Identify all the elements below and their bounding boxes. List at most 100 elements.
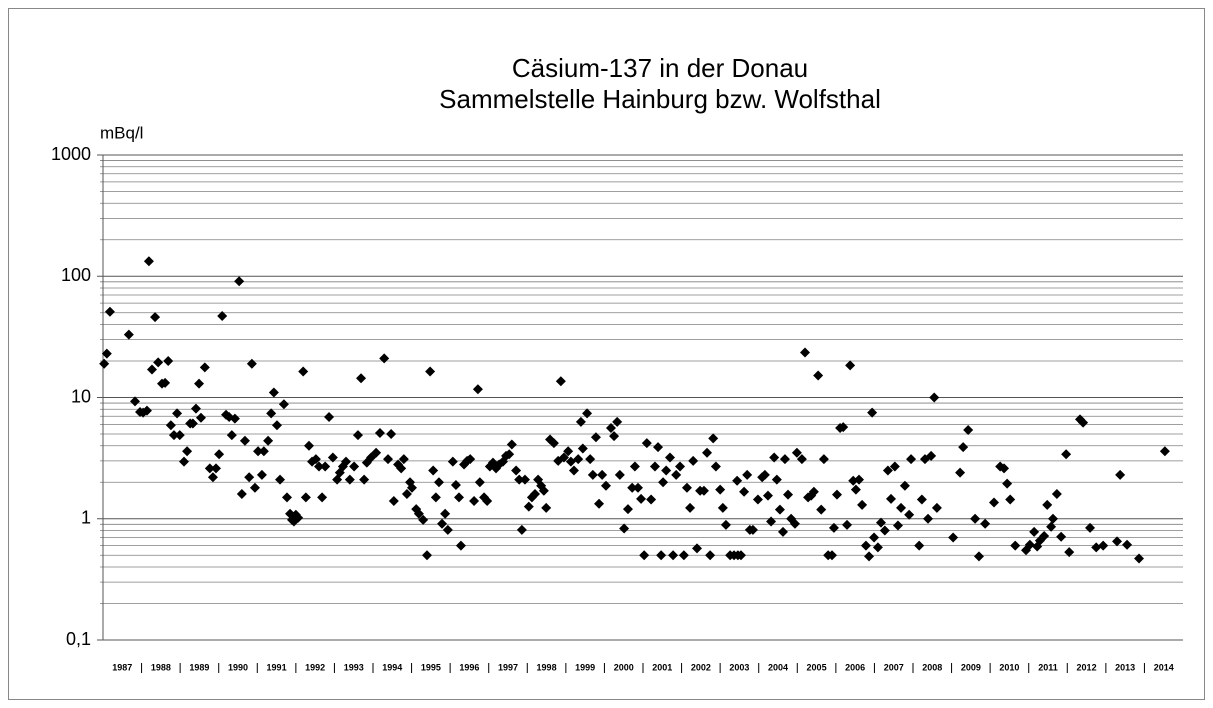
data-point [609, 431, 620, 442]
data-point [622, 504, 633, 515]
data-point [766, 516, 777, 527]
data-point [838, 422, 849, 433]
data-point [632, 482, 643, 493]
data-point [1029, 526, 1040, 537]
x-tick-label: 1987 [112, 662, 132, 672]
data-point [778, 526, 789, 537]
data-point [214, 449, 225, 460]
data-point [661, 465, 672, 476]
data-point [575, 416, 586, 427]
data-point [437, 518, 448, 529]
data-point [298, 366, 309, 377]
data-point [425, 366, 436, 377]
data-point [685, 502, 696, 513]
data-point [374, 427, 385, 438]
data-point [816, 504, 827, 515]
data-point [577, 443, 588, 454]
data-point [926, 450, 937, 461]
data-point [168, 430, 179, 441]
data-point [388, 496, 399, 507]
data-point [1005, 494, 1016, 505]
data-point [929, 392, 940, 403]
data-point [717, 502, 728, 513]
data-point [454, 492, 465, 503]
y-tick-label: 1000 [51, 144, 91, 164]
data-point [271, 420, 282, 431]
x-tick-label: 2005 [807, 662, 827, 672]
x-tick-label: 2008 [922, 662, 942, 672]
data-point [356, 373, 367, 384]
data-point [211, 463, 222, 474]
y-axis-label: mBq/l [100, 123, 143, 142]
data-point [771, 474, 782, 485]
data-point [678, 550, 689, 561]
data-point [1078, 417, 1089, 428]
data-point [236, 489, 247, 500]
data-point [774, 504, 785, 515]
chart-title: Cäsium-137 in der Donau [512, 53, 808, 83]
x-tick-label: 1996 [459, 662, 479, 672]
data-point [1051, 489, 1062, 500]
data-point [401, 489, 412, 500]
data-point [258, 446, 269, 457]
data-point [872, 542, 883, 553]
data-point [783, 489, 794, 500]
data-point [875, 517, 886, 528]
data-point [1091, 542, 1102, 553]
data-point [352, 430, 363, 441]
data-point [413, 508, 424, 519]
data-point [504, 449, 515, 460]
data-point [906, 454, 917, 465]
data-point [762, 490, 773, 501]
data-point [869, 532, 880, 543]
data-point [541, 502, 552, 513]
data-point [256, 469, 267, 480]
data-point [1002, 478, 1013, 489]
x-tick-label: 2014 [1154, 662, 1174, 672]
data-point [300, 492, 311, 503]
data-point [433, 477, 444, 488]
data-point [759, 469, 770, 480]
data-point [165, 420, 176, 431]
data-point [668, 550, 679, 561]
data-point [187, 418, 198, 429]
x-tick-label: 1992 [305, 662, 325, 672]
chart-subtitle: Sammelstelle Hainburg bzw. Wolfsthal [439, 84, 881, 114]
x-tick-label: 1995 [421, 662, 441, 672]
data-point [1039, 531, 1050, 542]
data-point [1134, 553, 1145, 564]
data-point [860, 540, 871, 551]
data-point [886, 493, 897, 504]
data-point [587, 469, 598, 480]
data-point [708, 433, 719, 444]
data-point [327, 452, 338, 463]
data-point [317, 492, 328, 503]
data-point [130, 396, 141, 407]
data-point [892, 520, 903, 531]
data-point [519, 474, 530, 485]
data-point [605, 423, 616, 434]
data-point [813, 370, 824, 381]
x-tick-label: 1993 [344, 662, 364, 672]
data-point [469, 496, 480, 507]
data-point [465, 454, 476, 465]
data-point [980, 518, 991, 529]
data-point [845, 360, 856, 371]
data-point [341, 456, 351, 467]
data-point [963, 424, 974, 435]
data-point [199, 362, 210, 373]
data-point [379, 353, 390, 364]
x-tick-label: 2007 [884, 662, 904, 672]
data-point [249, 482, 260, 493]
data-point [398, 454, 409, 465]
y-tick-label: 1 [81, 508, 91, 528]
data-point [234, 276, 245, 287]
data-point [739, 486, 750, 497]
x-tick-label: 1998 [537, 662, 557, 672]
data-point [720, 519, 731, 530]
data-point [747, 524, 758, 535]
data-point [641, 438, 652, 449]
data-point [344, 474, 355, 485]
x-tick-label: 1990 [228, 662, 248, 672]
